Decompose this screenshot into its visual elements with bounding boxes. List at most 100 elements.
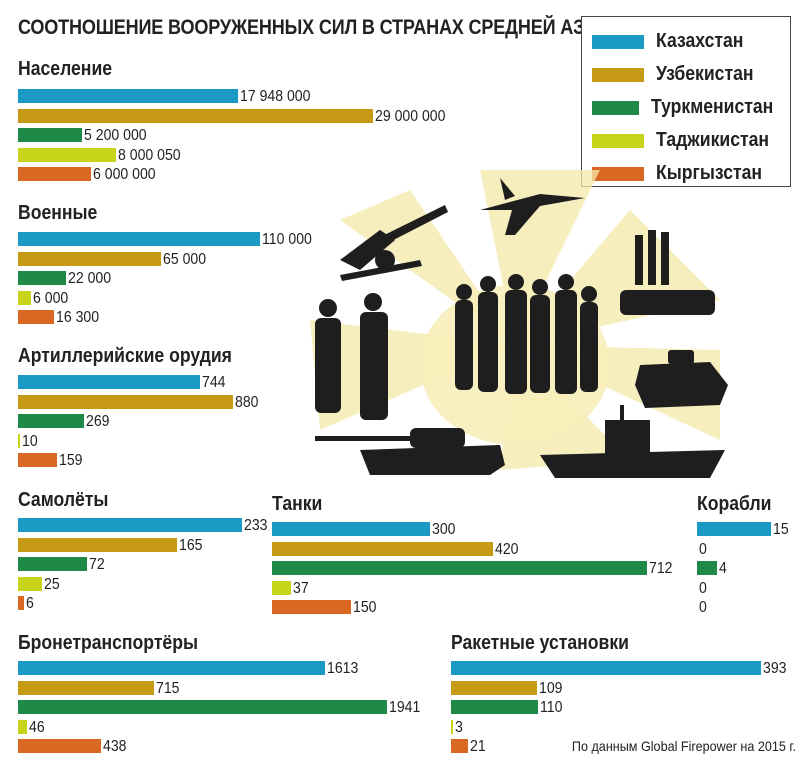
bar-artillery-4 [18,453,57,467]
bar-aircraft-2 [18,557,88,571]
value-label-aircraft-2: 72 [89,556,105,573]
legend-item: Кыргызстан [592,157,790,190]
bar-population-1 [18,108,373,123]
legend-swatch [592,100,640,115]
bar-aircraft-0 [18,518,242,532]
value-label-military-0: 110 000 [262,231,312,248]
panel-title-artillery: Артиллерийские орудия [18,345,232,367]
legend-swatch [592,166,644,181]
soldiers-icon [315,293,388,420]
civilians-icon [455,274,598,394]
value-label-rocket-launchers-4: 21 [469,738,486,755]
person-body [455,300,473,390]
value-label-aircraft-3: 25 [44,575,60,593]
person-head [508,274,524,290]
value-label-ships-1: 0 [699,540,707,558]
jet-body [480,194,585,235]
value-label-tanks-0: 300 [432,521,456,538]
legend-item: Таджикистан [592,124,790,157]
bar-ships-2 [697,561,717,575]
person-body [580,302,598,392]
legend-label: Таджикистан [656,129,770,151]
value-label-tanks-4: 150 [353,599,377,616]
bar-apc-0 [18,661,325,675]
bar-artillery-2 [18,414,84,428]
value-label-tanks-3: 37 [293,579,310,597]
soldier-head [364,293,382,311]
value-label-population-1: 29 000 000 [375,107,446,125]
legend-item: Казахстан [592,25,790,58]
bar-aircraft-3 [18,576,43,591]
legend-swatch [592,67,644,82]
howitzer-barrel [370,205,448,250]
value-label-apc-0: 1613 [326,660,358,677]
tank-icon [315,428,505,475]
bar-tanks-3 [272,580,292,595]
value-label-aircraft-0: 233 [244,517,268,534]
value-label-population-4: 6 000 000 [93,166,157,183]
bar-aircraft-1 [18,537,177,552]
bar-rocket-launchers-3 [451,719,454,734]
value-label-ships-2: 4 [718,560,727,577]
bar-tanks-2 [272,561,647,575]
person-head [581,286,597,302]
value-label-apc-1: 715 [155,679,180,697]
armored-vehicle-icon [635,350,728,408]
legend-label: Казахстан [656,30,744,52]
legend-label: Кыргызстан [656,162,763,184]
value-label-aircraft-1: 165 [178,536,203,554]
bar-apc-2 [18,700,387,714]
bar-rocket-launchers-2 [451,700,538,714]
value-label-apc-2: 1941 [389,699,421,716]
person-head [480,276,496,292]
value-label-rocket-launchers-1: 109 [538,679,563,697]
panel-title-population: Население [18,58,113,80]
howitzer-icon [340,205,448,281]
soldier-head [319,299,337,317]
bar-artillery-1 [18,394,233,409]
fighter-jet-icon [480,178,585,235]
bar-military-4 [18,310,54,324]
ship-mast [620,405,624,425]
bar-population-0 [18,89,238,103]
legend-label: Туркменистан [651,96,774,118]
value-label-ships-0: 15 [773,521,789,538]
jet-tail [500,178,515,200]
apc-hull [635,362,728,408]
page-title: СООТНОШЕНИЕ ВООРУЖЕННЫХ СИЛ В СТРАНАХ СР… [18,16,610,39]
value-label-aircraft-4: 6 [25,595,34,612]
tank-turret [410,428,465,448]
legend: Казахстан Узбекистан Туркменистан Таджикист… [581,16,791,187]
bar-military-1 [18,251,161,266]
value-label-military-1: 65 000 [163,250,207,268]
bar-rocket-launchers-4 [451,739,468,753]
bar-population-2 [18,128,82,142]
bar-tanks-0 [272,522,430,536]
warship-icon [540,405,725,478]
soldier-body [315,318,341,413]
silhouettes [315,178,728,478]
legend-item: Узбекистан [592,58,790,91]
missile-3 [661,232,669,285]
person-head [456,284,472,300]
value-label-population-0: 17 948 000 [239,88,311,105]
value-label-artillery-4: 159 [58,452,83,469]
value-label-population-3: 8 000 050 [117,146,181,164]
bar-apc-1 [18,680,154,695]
bar-population-4 [18,167,92,181]
missile-launcher-icon [620,230,715,315]
value-label-artillery-3: 10 [22,432,39,450]
bar-artillery-3 [18,433,21,448]
ship-superstructure [605,420,650,455]
bar-rocket-launchers-0 [451,661,761,675]
military-illustration [310,170,728,478]
missile-2 [648,230,656,285]
legend-item: Туркменистан [592,91,790,124]
value-label-population-2: 5 200 000 [83,127,147,144]
value-label-artillery-2: 269 [85,413,110,430]
panel-title-military: Военные [18,202,98,224]
value-label-military-3: 6 000 [33,289,69,307]
tank-gun [315,436,415,441]
panel-title-tanks: Танки [272,493,323,515]
